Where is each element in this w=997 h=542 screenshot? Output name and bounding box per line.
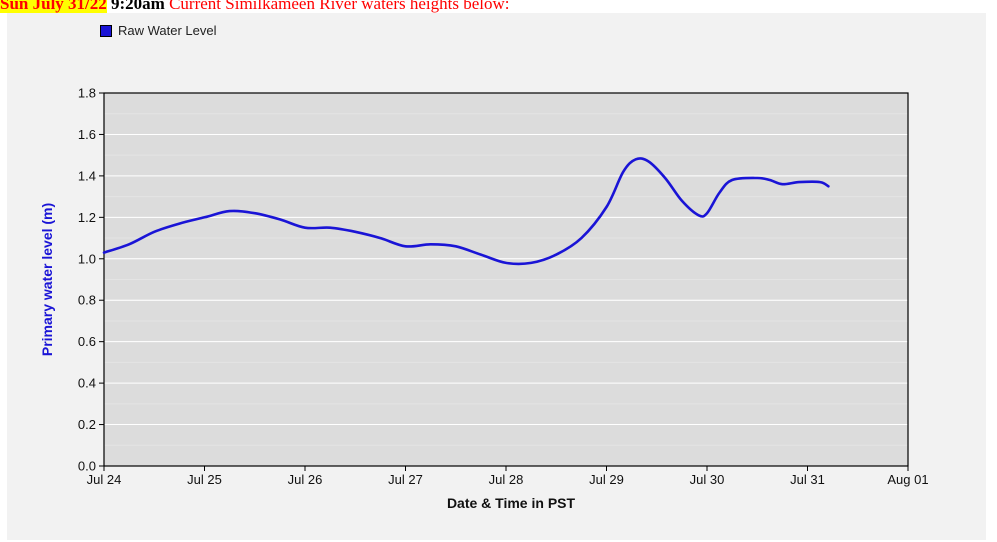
headline-date: Sun July 31/22 (0, 0, 107, 13)
x-tick-label: Jul 25 (187, 472, 222, 487)
y-tick-label: 0.8 (78, 293, 96, 308)
legend-label: Raw Water Level (118, 23, 217, 38)
y-tick-label: 1.2 (78, 210, 96, 225)
x-tick-label: Jul 26 (288, 472, 323, 487)
y-tick-label: 1.0 (78, 251, 96, 266)
x-tick-label: Jul 29 (589, 472, 624, 487)
y-tick-label: 0.0 (78, 459, 96, 474)
y-tick-label: 0.4 (78, 376, 96, 391)
legend-swatch (100, 24, 112, 37)
y-tick-label: 1.8 (78, 86, 96, 101)
chart-legend: Raw Water Level (100, 23, 217, 38)
plot-frame (103, 92, 909, 467)
headline-message: Current Similkameen River waters heights… (169, 0, 510, 13)
chart-panel: Raw Water Level 0.0 0.2 0.4 0.6 0.8 1.0 1.2 1.4… (7, 13, 986, 540)
x-tick-label: Aug 01 (887, 472, 928, 487)
x-tick-label: Jul 30 (690, 472, 725, 487)
y-axis-title: Primary water level (m) (39, 203, 55, 356)
x-tick-label: Jul 31 (790, 472, 825, 487)
page-headline: Sun July 31/22 9:20am Current Similkamee… (0, 0, 510, 14)
x-tick-label: Jul 24 (87, 472, 122, 487)
y-tick-label: 0.2 (78, 417, 96, 432)
series-line-raw-water-level (102, 157, 830, 266)
water-level-chart: 0.0 0.2 0.4 0.6 0.8 1.0 1.2 1.4 1.6 1.8 Jul 24 Jul … (39, 86, 929, 512)
x-tick-label: Jul 28 (489, 472, 524, 487)
x-tick-label: Jul 27 (388, 472, 423, 487)
y-tick-label: 0.6 (78, 334, 96, 349)
y-tick-label: 1.6 (78, 127, 96, 142)
y-tick-label: 1.4 (78, 168, 96, 183)
x-axis-title: Date & Time in PST (447, 495, 576, 511)
headline-time: 9:20am (111, 0, 165, 13)
